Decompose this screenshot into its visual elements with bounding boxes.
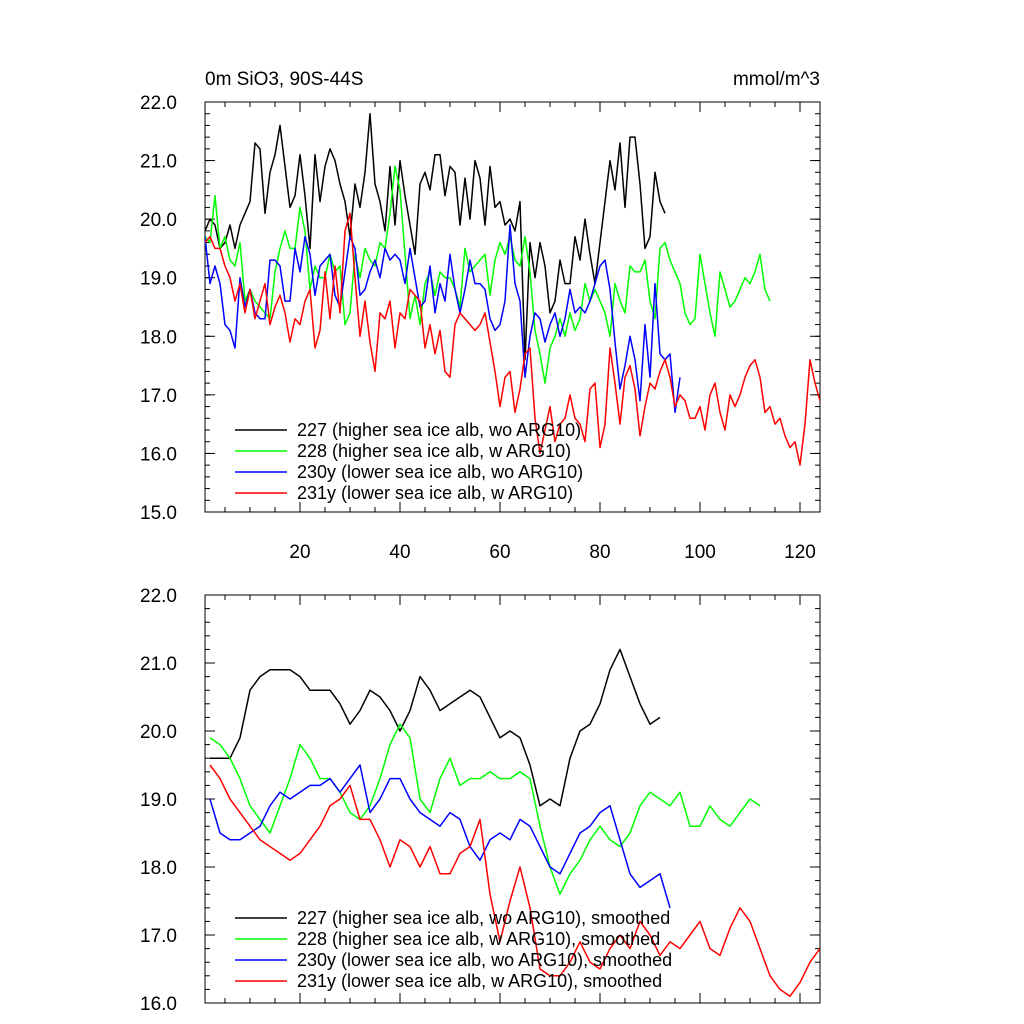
y-tick-label: 17.0 — [140, 926, 177, 947]
series-line-3 — [209, 764, 820, 997]
plot-title: 0m SiO3, 90S-44S — [205, 69, 363, 90]
legend-label: 227 (higher sea ice alb, wo ARG10), smoo… — [297, 908, 670, 928]
bottom-panel-smoothed: 16.0 17.0 18.0 19.0 20.0 21.0 22.0 227 (higher … — [140, 586, 821, 1015]
y-tick-label: 19.0 — [140, 269, 177, 290]
series-line-3 — [205, 212, 820, 466]
y-tick-label: 15.0 — [140, 503, 177, 524]
x-tick-label: 40 — [389, 542, 410, 563]
x-tick-label: 60 — [489, 542, 510, 563]
legend-label: 228 (higher sea ice alb, w ARG10), smoot… — [297, 929, 660, 949]
y-tick-label: 20.0 — [140, 722, 177, 743]
y-tick-label: 21.0 — [140, 152, 177, 173]
legend-label: 227 (higher sea ice alb, wo ARG10) — [297, 420, 581, 440]
x-tick-label: 100 — [684, 542, 716, 563]
series-line-2 — [205, 224, 681, 414]
legend-label: 231y (lower sea ice alb, w ARG10) — [297, 483, 573, 503]
legend-label: 228 (higher sea ice alb, w ARG10) — [297, 441, 571, 461]
x-tick-label: 120 — [784, 542, 816, 563]
series-line-1 — [205, 165, 771, 384]
series-line-2 — [209, 764, 671, 909]
legend-label: 231y (lower sea ice alb, w ARG10), smoot… — [297, 971, 662, 991]
y-tick-label: 18.0 — [140, 327, 177, 348]
y-tick-label: 22.0 — [140, 586, 177, 607]
y-tick-label: 20.0 — [140, 210, 177, 231]
plot-frame — [204, 101, 821, 513]
top-panel-raw: 15.0 16.0 17.0 18.0 19.0 20.0 21.0 22.0 20 40 60 80… — [140, 93, 821, 563]
y-tick-label: 16.0 — [140, 994, 177, 1015]
legend-label: 230y (lower sea ice alb, wo ARG10) — [297, 462, 583, 482]
series-line-0 — [210, 648, 661, 807]
y-tick-label: 22.0 — [140, 93, 177, 114]
y-tick-label: 18.0 — [140, 858, 177, 879]
y-tick-label: 19.0 — [140, 790, 177, 811]
x-tick-label: 80 — [589, 542, 610, 563]
y-tick-label: 16.0 — [140, 444, 177, 465]
legend-label: 230y (lower sea ice alb, wo ARG10), smoo… — [297, 950, 672, 970]
x-tick-label: 20 — [289, 542, 310, 563]
units-label: mmol/m^3 — [733, 69, 820, 90]
y-tick-label: 21.0 — [140, 654, 177, 675]
series-line-1 — [209, 723, 761, 895]
series-line-0 — [205, 112, 666, 361]
y-tick-label: 17.0 — [140, 386, 177, 407]
